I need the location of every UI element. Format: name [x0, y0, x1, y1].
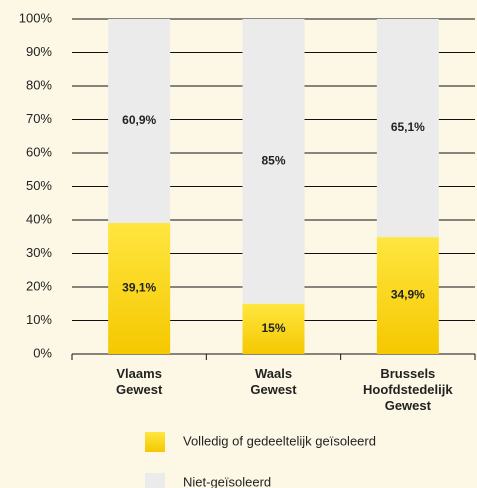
- legend-swatch: [145, 473, 165, 488]
- x-tick-label-line: Gewest: [385, 398, 432, 413]
- y-tick-label: 100%: [19, 10, 53, 25]
- bar-segment: [242, 303, 305, 354]
- x-tick-label-line: Hoofdstedelijk: [363, 382, 453, 397]
- value-label: 60,9%: [122, 113, 156, 127]
- x-tick-label: Waals Gewest: [250, 366, 297, 397]
- y-tick-label: 0%: [33, 345, 52, 360]
- y-tick-label: 60%: [26, 144, 52, 159]
- value-label: 15%: [261, 321, 285, 335]
- legend-label: Niet-geïsoleerd: [183, 474, 271, 488]
- x-tick-label: Vlaams Gewest: [116, 366, 163, 397]
- y-tick-label: 90%: [26, 44, 52, 59]
- bar-segment: [108, 223, 171, 354]
- y-tick-label: 70%: [26, 111, 52, 126]
- legend-label: Volledig of gedeeltelijk geïsoleerd: [183, 433, 376, 448]
- y-tick-label: 80%: [26, 77, 52, 92]
- legend-swatch: [145, 432, 165, 452]
- value-label: 85%: [261, 154, 285, 168]
- y-tick-label: 40%: [26, 211, 52, 226]
- x-tick-label-line: Vlaams: [116, 366, 162, 381]
- y-tick-label: 20%: [26, 278, 52, 293]
- value-label: 39,1%: [122, 281, 156, 295]
- y-tick-label: 10%: [26, 312, 52, 327]
- x-tick-label-line: Gewest: [116, 382, 163, 397]
- bar-segment: [376, 19, 439, 238]
- value-label: 65,1%: [391, 120, 425, 134]
- x-tick-label-line: Waals: [255, 366, 292, 381]
- y-tick-label: 30%: [26, 245, 52, 260]
- bar-segment: [242, 19, 305, 304]
- value-label: 34,9%: [391, 288, 425, 302]
- bar-segment: [108, 19, 171, 224]
- bar-segment: [376, 237, 439, 354]
- x-tick-label-line: Gewest: [250, 382, 297, 397]
- x-tick-label: Brussels Hoofdstedelijk Gewest: [363, 366, 453, 413]
- x-tick-label-line: Brussels: [380, 366, 435, 381]
- y-tick-label: 50%: [26, 178, 52, 193]
